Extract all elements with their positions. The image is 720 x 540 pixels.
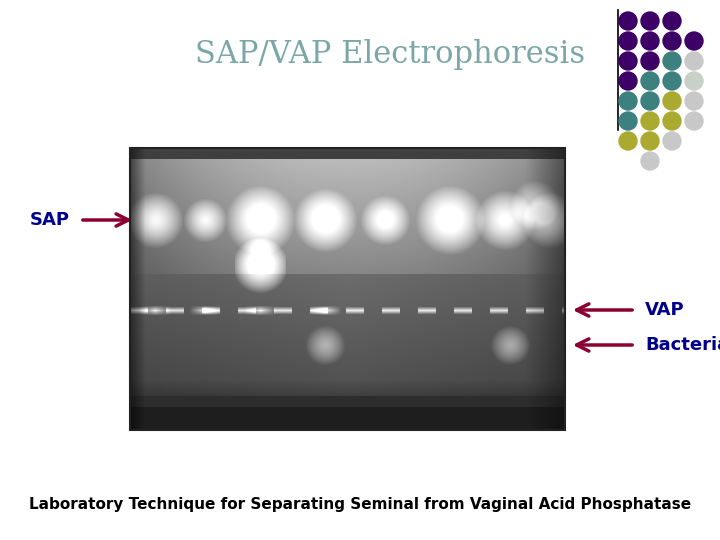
Circle shape: [641, 72, 659, 90]
Circle shape: [685, 92, 703, 110]
Bar: [130, 148, 565, 430]
Circle shape: [619, 112, 637, 130]
Circle shape: [663, 12, 681, 30]
Circle shape: [663, 112, 681, 130]
Circle shape: [641, 92, 659, 110]
Circle shape: [619, 72, 637, 90]
Circle shape: [663, 32, 681, 50]
Circle shape: [641, 52, 659, 70]
Text: Laboratory Technique for Separating Seminal from Vaginal Acid Phosphatase: Laboratory Technique for Separating Semi…: [29, 497, 691, 512]
Circle shape: [663, 52, 681, 70]
Circle shape: [641, 152, 659, 170]
Text: SAP: SAP: [30, 211, 70, 229]
Circle shape: [619, 12, 637, 30]
Circle shape: [663, 132, 681, 150]
Circle shape: [685, 72, 703, 90]
Circle shape: [685, 112, 703, 130]
Circle shape: [641, 12, 659, 30]
Circle shape: [619, 132, 637, 150]
Circle shape: [663, 72, 681, 90]
Text: Bacterial: Bacterial: [645, 336, 720, 354]
Circle shape: [641, 132, 659, 150]
Circle shape: [685, 32, 703, 50]
Circle shape: [619, 32, 637, 50]
Circle shape: [663, 92, 681, 110]
Circle shape: [641, 32, 659, 50]
Circle shape: [685, 52, 703, 70]
Circle shape: [619, 92, 637, 110]
Circle shape: [641, 112, 659, 130]
Circle shape: [619, 52, 637, 70]
Text: VAP: VAP: [645, 301, 685, 319]
Text: SAP/VAP Electrophoresis: SAP/VAP Electrophoresis: [195, 39, 585, 71]
